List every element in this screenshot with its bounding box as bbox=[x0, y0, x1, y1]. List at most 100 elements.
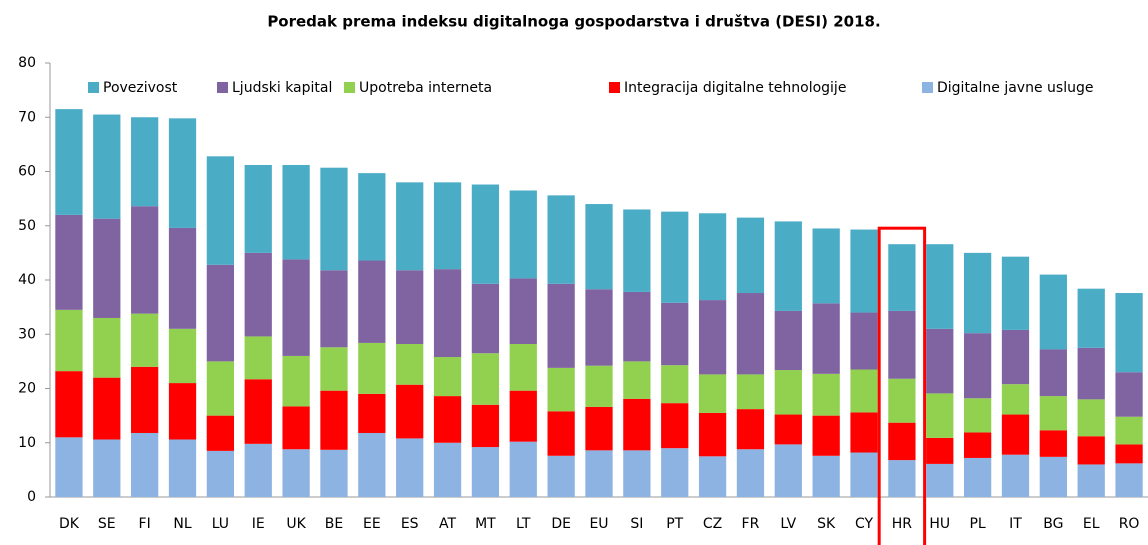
bar-segment bbox=[736, 449, 765, 497]
bar-segment bbox=[1001, 414, 1030, 455]
bar-segment bbox=[963, 432, 992, 458]
bar-segment bbox=[1001, 384, 1030, 415]
bar-segment bbox=[206, 156, 235, 265]
bar-segment bbox=[55, 214, 83, 310]
bar-segment bbox=[774, 444, 802, 497]
bar-segment bbox=[433, 269, 462, 358]
bar-segment bbox=[131, 117, 159, 207]
x-tick-label: DE bbox=[551, 516, 571, 532]
bar-segment bbox=[963, 457, 992, 497]
bar-segment bbox=[850, 312, 878, 370]
bar-segment bbox=[926, 328, 954, 394]
x-tick-label: MT bbox=[475, 516, 496, 532]
bar-segment bbox=[1077, 288, 1105, 348]
y-tick-label: 70 bbox=[18, 109, 36, 125]
bar-segment bbox=[1039, 396, 1067, 431]
bar-segment bbox=[320, 270, 348, 348]
bar-segment bbox=[168, 328, 197, 384]
bar-segment bbox=[698, 456, 727, 497]
bar-segment bbox=[168, 118, 197, 228]
bar-segment bbox=[1039, 274, 1067, 350]
bar-segment bbox=[509, 390, 537, 442]
bar-segment bbox=[93, 439, 121, 497]
bar-segment bbox=[433, 182, 462, 270]
bar-segment bbox=[93, 377, 121, 440]
bar-segment bbox=[661, 365, 689, 404]
bar-segment bbox=[131, 432, 159, 497]
bar-segment bbox=[93, 218, 121, 318]
bar-segment bbox=[244, 443, 272, 497]
x-tick-label: PL bbox=[969, 516, 985, 532]
bar-segment bbox=[1001, 329, 1030, 385]
bar-segment bbox=[396, 384, 424, 439]
x-tick-label: EE bbox=[363, 516, 381, 532]
bar-segment bbox=[358, 173, 386, 261]
bar-segment bbox=[1115, 463, 1143, 497]
bar-segment bbox=[926, 393, 954, 438]
bar-segment bbox=[282, 406, 310, 450]
bar-segment bbox=[623, 450, 651, 497]
bar-segment bbox=[774, 370, 802, 415]
y-tick-label: 40 bbox=[18, 272, 36, 288]
x-tick-label: FR bbox=[742, 516, 760, 532]
bar-segment bbox=[585, 365, 613, 407]
bar-segment bbox=[244, 379, 272, 444]
legend-label: Ljudski kapital bbox=[232, 80, 332, 96]
bar-segment bbox=[55, 371, 83, 438]
bar-segment bbox=[282, 355, 310, 407]
bar-segment bbox=[1077, 399, 1105, 437]
bar-segment bbox=[623, 361, 651, 399]
bar-segment bbox=[131, 366, 159, 433]
x-tick-label: LV bbox=[780, 516, 796, 532]
bar-segment bbox=[509, 278, 537, 345]
bar-segment bbox=[963, 333, 992, 399]
bar-segment bbox=[661, 211, 689, 303]
bar-segment bbox=[396, 182, 424, 271]
bar-segment bbox=[433, 357, 462, 397]
bar-segment bbox=[471, 447, 500, 497]
bar-segment bbox=[93, 114, 121, 219]
x-tick-label: CY bbox=[855, 516, 874, 532]
bar-segment bbox=[888, 310, 916, 379]
bar-segment bbox=[1077, 464, 1105, 497]
bar-segment bbox=[926, 437, 954, 464]
legend-background bbox=[70, 74, 1130, 102]
bar-segment bbox=[244, 164, 272, 253]
bar-segment bbox=[1039, 456, 1067, 497]
x-tick-label: SE bbox=[98, 516, 116, 532]
bar-segment bbox=[926, 463, 954, 497]
bar-segment bbox=[623, 291, 651, 362]
legend-swatch bbox=[217, 82, 228, 93]
bar-segment bbox=[698, 213, 727, 301]
bar-segment bbox=[471, 404, 500, 448]
bar-segment bbox=[585, 204, 613, 290]
x-tick-label: HU bbox=[929, 516, 950, 532]
bar-segment bbox=[888, 422, 916, 461]
bar-segment bbox=[55, 109, 83, 215]
bar-segment bbox=[206, 415, 235, 451]
y-tick-label: 0 bbox=[27, 489, 36, 505]
bar-segment bbox=[850, 452, 878, 497]
bar-segment bbox=[926, 244, 954, 329]
x-tick-label: EL bbox=[1083, 516, 1100, 532]
x-tick-label: AT bbox=[439, 516, 456, 532]
bar-segment bbox=[131, 206, 159, 314]
bar-segment bbox=[698, 300, 727, 375]
bar-segment bbox=[358, 342, 386, 394]
bar-segment bbox=[131, 313, 159, 367]
bar-segment bbox=[888, 460, 916, 497]
bar-segment bbox=[547, 367, 575, 412]
bar-segment bbox=[358, 393, 386, 433]
y-tick-label: 10 bbox=[18, 435, 36, 451]
bar-segment bbox=[509, 190, 537, 279]
bar-segment bbox=[55, 437, 83, 497]
x-tick-label: ES bbox=[401, 516, 419, 532]
bar-segment bbox=[509, 441, 537, 497]
bar-segment bbox=[509, 344, 537, 391]
bar-segment bbox=[55, 309, 83, 372]
bar-segment bbox=[244, 336, 272, 380]
bar-segment bbox=[320, 390, 348, 450]
bar-segment bbox=[282, 164, 310, 260]
bar-segment bbox=[963, 398, 992, 433]
